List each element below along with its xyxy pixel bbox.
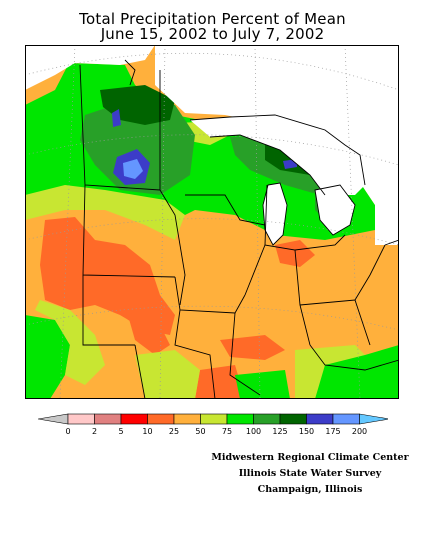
legend-swatch [253,413,281,425]
legend-swatch [94,413,122,425]
ky-redorange-patch [220,335,285,360]
southwest-green-region [25,315,70,399]
legend-swatch [200,413,228,425]
southwest-yellow-band [35,300,105,385]
legend-swatch [173,413,201,425]
south-redorange-patch [195,365,245,399]
graticule [25,45,399,399]
legend-swatch [226,413,254,425]
lake-huron [315,185,355,235]
precipitation-map [25,45,399,399]
map-frame [25,45,399,399]
ks-redorange-tongue [125,305,170,355]
transition-band [25,185,185,240]
legend-swatch [306,413,334,425]
legend-swatch [67,413,95,425]
state-boundaries [79,64,399,399]
nd-lightblue-core [123,159,143,179]
legend-swatch [332,413,360,425]
plains-redorange-region [40,217,175,335]
legend-label: 100 [246,427,261,436]
legend-swatch [147,413,175,425]
lake-michigan [263,183,287,245]
legend-arrow-right [359,413,388,425]
credit-line-1: Midwestern Regional Climate Center [211,452,409,463]
southeast-green-region [315,345,399,399]
legend-label: 10 [142,427,152,436]
legend-swatch [279,413,307,425]
map-title: Total Precipitation Percent of Mean [79,10,346,28]
legend-label: 25 [169,427,179,436]
legend-label: 2 [92,427,97,436]
credit-line-3: Champaign, Illinois [257,484,363,495]
legend-arrow-left [38,413,69,425]
legend-swatch [120,413,148,425]
legend-label: 75 [222,427,232,436]
legend-label: 0 [65,427,70,436]
legend-label: 5 [118,427,123,436]
color-legend: 0 2 5 10 25 50 75 100 125 150 175 200 [38,413,388,436]
canada-white-region [155,45,399,245]
map-subtitle: June 15, 2002 to July 7, 2002 [100,25,325,43]
legend-label: 50 [195,427,205,436]
legend-label: 175 [325,427,340,436]
midsouth-green-patch [235,370,290,399]
northwest-white-region [25,45,155,90]
legend-label: 150 [299,427,314,436]
south-yellow-band [135,350,200,399]
legend-label: 125 [272,427,287,436]
credit-line-2: Illinois State Water Survey [238,468,382,479]
legend-label: 200 [352,427,367,436]
coastlines [124,59,366,246]
north-blue-spot [112,109,121,127]
